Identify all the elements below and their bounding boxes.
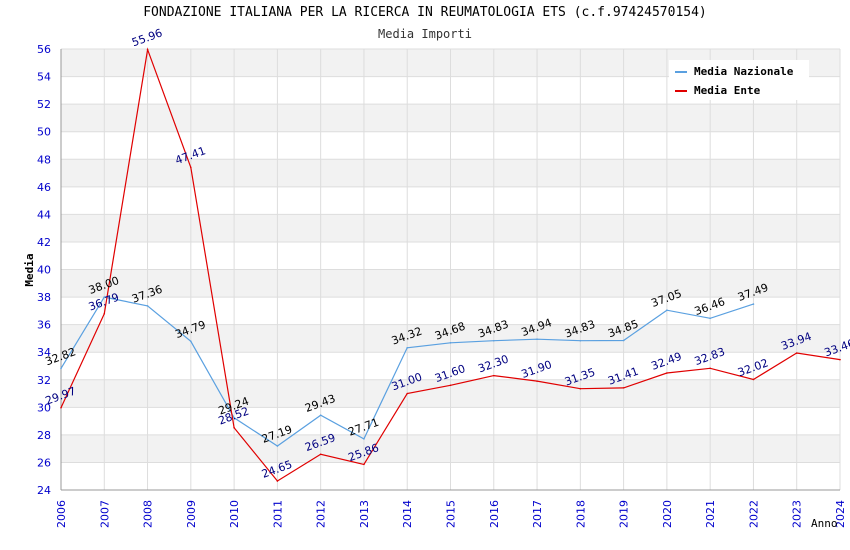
y-tick-label: 52 bbox=[37, 98, 51, 111]
data-point bbox=[363, 463, 365, 466]
x-tick-label: 2010 bbox=[228, 500, 241, 528]
data-point bbox=[709, 367, 711, 370]
x-tick-label: 2007 bbox=[98, 500, 111, 528]
y-tick-label: 40 bbox=[37, 264, 51, 277]
y-tick-label: 36 bbox=[37, 319, 51, 332]
series-lines bbox=[60, 47, 841, 482]
data-point bbox=[103, 296, 106, 298]
data-point bbox=[190, 340, 192, 343]
y-tick-label: 26 bbox=[37, 456, 51, 469]
y-tick-label: 46 bbox=[37, 181, 51, 194]
x-tick-label: 2022 bbox=[747, 500, 760, 528]
data-point bbox=[579, 387, 582, 390]
x-tick-label: 2011 bbox=[271, 500, 284, 528]
y-tick-label: 54 bbox=[37, 71, 51, 84]
data-point bbox=[60, 406, 62, 409]
y-tick-label: 56 bbox=[37, 43, 51, 56]
data-point bbox=[622, 339, 625, 342]
data-point bbox=[839, 358, 841, 361]
data-point bbox=[60, 367, 62, 370]
chart-title: FONDAZIONE ITALIANA PER LA RICERCA IN RE… bbox=[143, 5, 707, 20]
data-point bbox=[752, 303, 755, 305]
x-tick-label: 2016 bbox=[488, 500, 501, 528]
data-point bbox=[666, 372, 668, 374]
x-tick-label: 2008 bbox=[142, 500, 155, 528]
y-tick-label: 30 bbox=[37, 401, 51, 414]
data-point bbox=[795, 352, 798, 354]
data-point bbox=[579, 339, 582, 342]
x-tick-label: 2014 bbox=[401, 500, 414, 528]
data-point bbox=[709, 317, 711, 320]
x-tick-label: 2012 bbox=[315, 500, 328, 528]
data-point bbox=[536, 380, 538, 382]
x-tick-label: 2006 bbox=[55, 500, 68, 528]
x-tick-label: 2020 bbox=[661, 500, 674, 528]
x-tick-label: 2019 bbox=[618, 500, 631, 528]
y-tick-label: 34 bbox=[37, 346, 51, 359]
x-tick-label: 2013 bbox=[358, 500, 371, 528]
data-point bbox=[752, 378, 755, 381]
x-tick-label: 2015 bbox=[445, 500, 458, 528]
data-point bbox=[233, 416, 235, 419]
data-point bbox=[666, 309, 668, 311]
chart-subtitle: Media Importi bbox=[378, 27, 472, 41]
data-point bbox=[319, 414, 322, 416]
data-point bbox=[233, 426, 235, 429]
x-tick-label: 2024 bbox=[834, 500, 847, 528]
data-point bbox=[363, 438, 365, 440]
data-point bbox=[276, 480, 279, 482]
y-tick-label: 48 bbox=[37, 153, 51, 166]
data-point bbox=[146, 305, 149, 307]
data-point bbox=[536, 338, 538, 341]
data-point bbox=[449, 384, 452, 387]
data-point bbox=[276, 445, 279, 447]
y-tick-label: 32 bbox=[37, 374, 51, 387]
data-point bbox=[406, 392, 409, 395]
x-tick-label: 2023 bbox=[791, 500, 804, 528]
x-tick-labels: 2006 2007 2008 2009 2010 2011 2012 2013 2014 2015… bbox=[55, 500, 847, 528]
data-point bbox=[190, 166, 192, 169]
y-axis-label: Media bbox=[23, 253, 36, 286]
data-point bbox=[492, 339, 495, 342]
y-tick-label: 44 bbox=[37, 208, 51, 221]
x-tick-label: 2017 bbox=[531, 500, 544, 528]
x-tick-label: 2009 bbox=[185, 500, 198, 528]
legend: Media Nazionale Media Ente bbox=[669, 60, 809, 100]
data-point bbox=[319, 453, 322, 456]
data-point bbox=[103, 312, 106, 315]
legend-box bbox=[669, 60, 809, 100]
data-point bbox=[622, 387, 625, 389]
legend-entry: Media Ente bbox=[694, 84, 761, 97]
y-tick-labels: 24 26 28 30 32 34 36 38 40 42 44 46 48 50 52 54 56 bbox=[37, 43, 51, 497]
y-tick-label: 38 bbox=[37, 291, 51, 304]
x-tick-label: 2021 bbox=[704, 500, 717, 528]
y-tick-label: 24 bbox=[37, 484, 51, 497]
x-axis-label: Anno bbox=[811, 517, 838, 530]
y-tick-label: 50 bbox=[37, 126, 51, 139]
y-tick-label: 42 bbox=[37, 236, 51, 249]
data-point bbox=[146, 48, 149, 51]
data-point bbox=[492, 374, 495, 377]
data-point bbox=[449, 342, 452, 344]
legend-entry: Media Nazionale bbox=[694, 65, 794, 78]
axes bbox=[60, 49, 840, 491]
data-point bbox=[406, 346, 409, 349]
y-tick-label: 28 bbox=[37, 429, 51, 442]
data-label: 55.96 bbox=[130, 26, 164, 49]
x-tick-label: 2018 bbox=[574, 500, 587, 528]
